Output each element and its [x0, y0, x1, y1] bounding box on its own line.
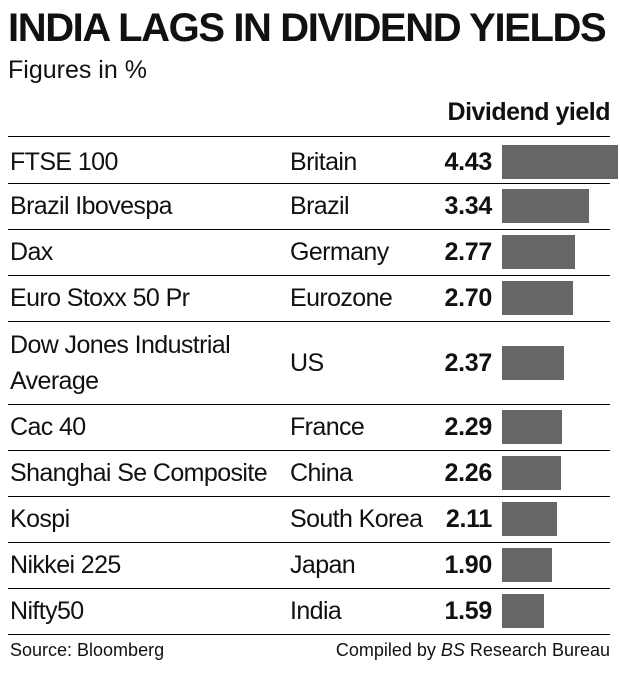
dividend-yield-bar [502, 235, 575, 269]
table-row: Dax Germany 2.77 [8, 229, 610, 275]
country-name: South Korea [290, 505, 423, 533]
row-divider [8, 588, 610, 589]
dividend-yield-value: 2.37 [444, 348, 493, 377]
dividend-yield-bar [502, 548, 552, 582]
dividend-yield-value: 3.34 [444, 192, 493, 220]
dividend-yield-value: 2.11 [445, 505, 492, 533]
dividend-yield-bar [502, 189, 589, 223]
country-name: France [290, 413, 365, 441]
dividend-yield-bar [502, 502, 557, 536]
column-header-dividend-yield: Dividend yield [447, 98, 611, 126]
country-name: India [290, 597, 342, 625]
country-name: China [290, 459, 353, 487]
dividend-yield-value: 1.90 [444, 551, 493, 579]
chart-subtitle: Figures in % [8, 56, 147, 84]
country-name: Japan [290, 551, 356, 579]
credit-note: Compiled by BS Research Bureau [336, 638, 610, 662]
row-divider [8, 275, 610, 276]
row-divider [8, 542, 610, 543]
table-row: FTSE 100 Britain 4.43 [8, 140, 618, 183]
row-divider [8, 404, 610, 405]
country-name: Britain [290, 147, 357, 176]
table-row: Brazil Ibovespa Brazil 3.34 [8, 183, 610, 229]
table-row: Dow Jones Industrial Average US 2.37 [8, 321, 610, 404]
index-name: Nifty50 [10, 597, 84, 625]
table-row: Shanghai Se Composite China 2.26 [8, 450, 610, 496]
country-name: US [290, 348, 324, 377]
chart-title: INDIA LAGS IN DIVIDEND YIELDS [8, 6, 607, 50]
dividend-yield-bar [502, 281, 573, 315]
row-divider [8, 229, 610, 230]
dividend-yield-bar [502, 594, 544, 628]
table-row: Nikkei 225 Japan 1.90 [8, 542, 610, 588]
index-name: FTSE 100 [10, 147, 118, 176]
dividend-yield-bar [502, 410, 562, 444]
dividend-yield-bar [502, 456, 561, 490]
row-divider [8, 450, 610, 451]
dividend-yield-value: 2.77 [444, 238, 493, 266]
row-divider [8, 634, 610, 635]
row-divider [8, 183, 610, 184]
row-divider [8, 496, 610, 497]
dividend-yield-value: 4.43 [444, 147, 493, 176]
index-name: Cac 40 [10, 413, 86, 441]
table-row: Cac 40 France 2.29 [8, 404, 610, 450]
table-top-rule [8, 136, 610, 137]
index-name: Euro Stoxx 50 Pr [10, 284, 190, 312]
dividend-yield-value: 2.26 [444, 459, 493, 487]
index-name: Shanghai Se Composite [10, 459, 268, 487]
source-note: Source: Bloomberg [10, 640, 165, 660]
country-name: Eurozone [290, 284, 393, 312]
row-divider [8, 321, 610, 322]
dividend-yield-bar [502, 346, 564, 380]
dividend-yield-value: 2.70 [444, 284, 493, 312]
credit-prefix: Compiled by [335, 640, 441, 660]
index-name: Dow Jones Industrial Average [10, 330, 231, 395]
index-name: Dax [10, 238, 53, 266]
index-name: Nikkei 225 [10, 551, 121, 579]
index-name: Brazil Ibovespa [10, 192, 173, 220]
country-name: Brazil [290, 192, 350, 220]
country-name: Germany [290, 238, 389, 266]
dividend-yield-value: 1.59 [444, 597, 493, 625]
credit-suffix: Research Bureau [464, 640, 610, 660]
table-row: Nifty50 India 1.59 [8, 588, 610, 634]
dividend-yield-value: 2.29 [444, 413, 493, 441]
table-row: Euro Stoxx 50 Pr Eurozone 2.70 [8, 275, 610, 321]
dividend-yield-bar [502, 145, 618, 179]
table-row: Kospi South Korea 2.11 [8, 496, 610, 542]
index-name: Kospi [10, 505, 70, 533]
credit-publication: BS [440, 640, 465, 660]
